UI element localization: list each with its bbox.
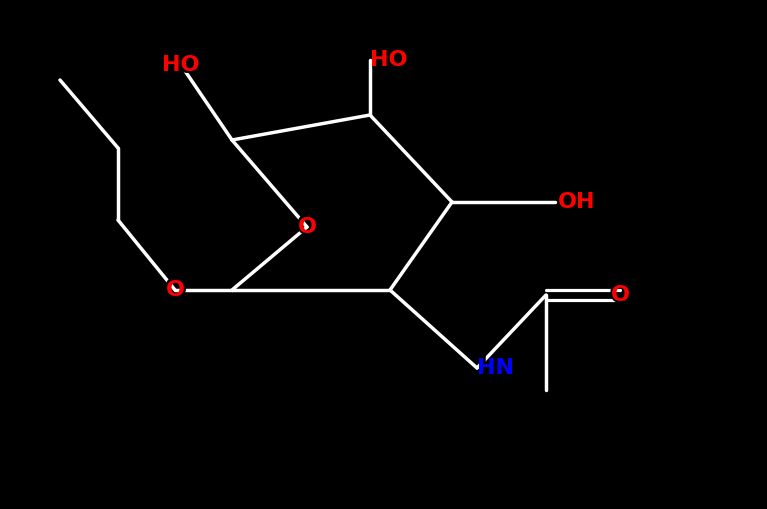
Text: HO: HO xyxy=(153,51,200,79)
Text: O: O xyxy=(295,213,319,241)
Text: O: O xyxy=(298,217,317,237)
Text: HN: HN xyxy=(477,354,523,382)
Text: OH: OH xyxy=(558,188,604,216)
Text: HO: HO xyxy=(370,50,407,70)
Text: HN: HN xyxy=(477,358,514,378)
Text: O: O xyxy=(163,276,186,304)
Text: O: O xyxy=(611,285,630,305)
Text: O: O xyxy=(166,280,185,300)
Text: O: O xyxy=(608,281,632,309)
Text: OH: OH xyxy=(558,192,595,212)
Text: HO: HO xyxy=(163,55,200,75)
Text: HO: HO xyxy=(370,46,416,74)
